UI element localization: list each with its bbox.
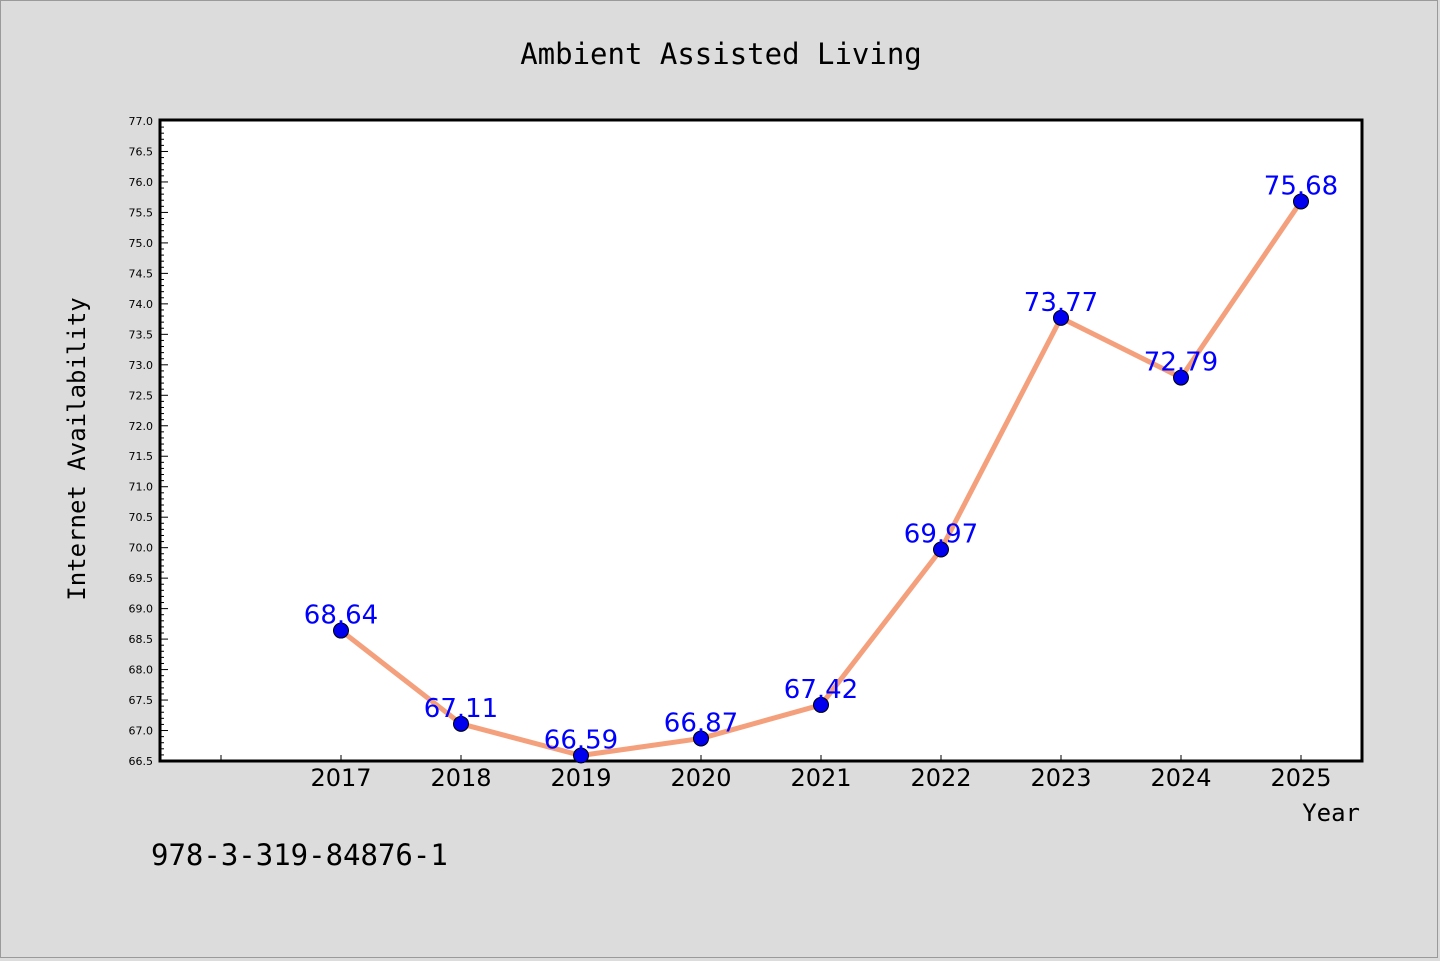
y-axis-ticks: 66.5 67.0 67.5 68.0 68.5 69.0 69.5 70.0 70.5 71.0… — [129, 115, 168, 768]
data-label: 69.97 — [904, 519, 978, 549]
data-label: 75.68 — [1264, 171, 1338, 201]
y-tick-label: 66.5 — [129, 755, 154, 768]
y-tick-label: 73.5 — [129, 328, 154, 341]
x-tick-label: 2018 — [430, 764, 491, 792]
x-axis-title: Year — [1302, 799, 1360, 827]
data-point — [933, 541, 949, 558]
y-tick-label: 67.0 — [129, 725, 154, 738]
y-tick-label: 70.0 — [129, 542, 154, 555]
data-label: 67.11 — [424, 694, 498, 724]
data-point — [1173, 369, 1189, 386]
y-axis-title: Internet Availability — [63, 297, 91, 600]
data-labels: 68.64 67.11 66.59 66.87 67.42 69.97 73.77 72.79… — [304, 171, 1338, 755]
footer-isbn: 978-3-319-84876-1 — [151, 838, 448, 872]
data-label: 66.87 — [664, 708, 738, 738]
plot-area — [158, 118, 1364, 763]
data-label: 66.59 — [544, 726, 618, 756]
data-point — [453, 715, 469, 732]
y-tick-label: 74.5 — [129, 267, 154, 280]
y-tick-label: 68.5 — [129, 633, 154, 646]
y-tick-label: 75.5 — [129, 206, 154, 219]
data-point — [573, 747, 589, 764]
data-label: 72.79 — [1144, 348, 1218, 378]
series-markers — [333, 193, 1309, 764]
x-tick-label: 2019 — [550, 764, 611, 792]
x-tick-label: 2024 — [1150, 764, 1211, 792]
data-point — [693, 730, 709, 747]
data-point — [1293, 193, 1309, 210]
data-label: 68.64 — [304, 601, 378, 631]
y-tick-label: 76.0 — [129, 176, 154, 189]
y-tick-label: 69.0 — [129, 603, 154, 616]
data-label: 73.77 — [1024, 288, 1098, 318]
chart-title: Ambient Assisted Living — [520, 37, 922, 71]
data-point — [813, 696, 829, 713]
x-tick-label: 2017 — [310, 764, 371, 792]
x-tick-label: 2023 — [1030, 764, 1091, 792]
y-tick-label: 77.0 — [129, 115, 154, 128]
x-tick-label: 2021 — [790, 764, 851, 792]
y-tick-label: 69.5 — [129, 572, 154, 585]
y-tick-label: 67.5 — [129, 694, 154, 707]
x-tick-label: 2022 — [910, 764, 971, 792]
x-tick-label: 2025 — [1270, 764, 1331, 792]
y-tick-label: 68.0 — [129, 664, 154, 677]
y-tick-label: 76.5 — [129, 145, 154, 158]
data-point — [1053, 309, 1069, 326]
y-tick-label: 73.0 — [129, 359, 154, 372]
y-tick-label: 72.5 — [129, 389, 154, 402]
y-tick-label: 75.0 — [129, 237, 154, 250]
data-label: 67.42 — [784, 675, 858, 705]
y-tick-label: 74.0 — [129, 298, 154, 311]
y-tick-label: 70.5 — [129, 511, 154, 524]
x-tick-label: 2020 — [670, 764, 731, 792]
y-tick-label: 71.5 — [129, 450, 154, 463]
x-axis-ticks: 2017 2018 2019 2020 2021 2022 2023 2024 2025 — [220, 755, 1332, 792]
y-tick-label: 71.0 — [129, 481, 154, 494]
data-point — [333, 622, 349, 639]
y-tick-label: 72.0 — [129, 420, 154, 433]
